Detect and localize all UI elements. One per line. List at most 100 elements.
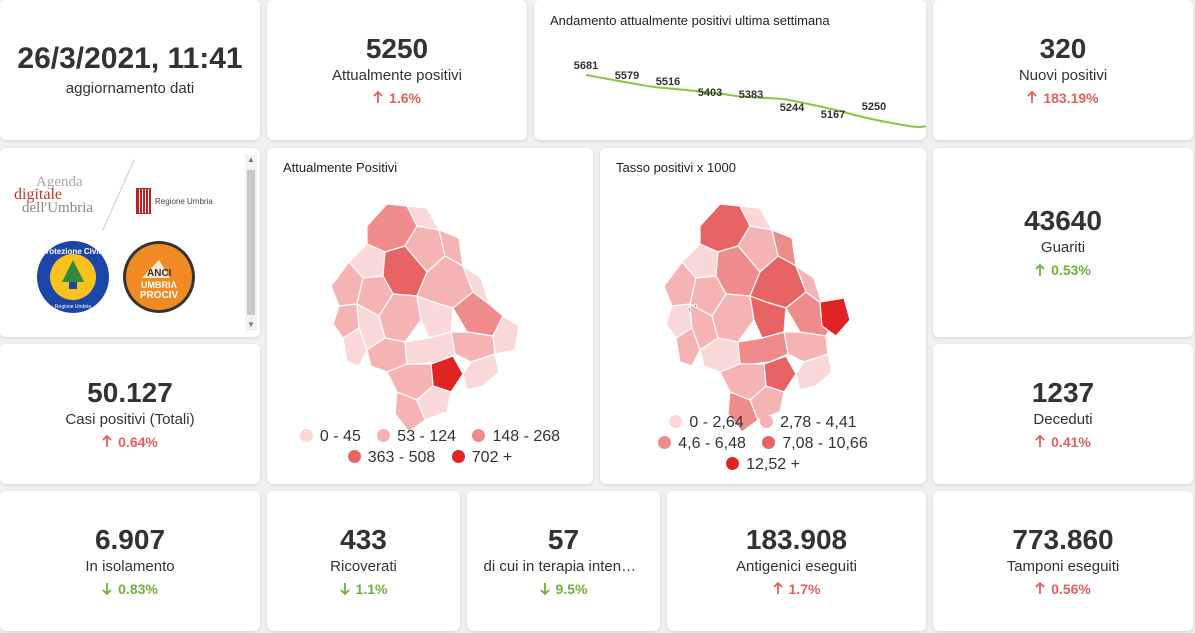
- legend-item[interactable]: 4,6 - 6,48: [658, 433, 746, 454]
- casi-totali-trend: 0.64%: [102, 434, 158, 450]
- antigenici-label: Antigenici eseguiti: [736, 557, 857, 575]
- casi-totali-trend-value: 0.64%: [118, 433, 158, 450]
- scroll-up-icon[interactable]: ▲: [247, 155, 255, 164]
- legend-item[interactable]: 7,08 - 10,66: [762, 433, 868, 454]
- logos-card[interactable]: Agenda digitale dell'Umbria Regione Umbr…: [0, 148, 260, 337]
- trend-point-label: 5579: [615, 70, 639, 82]
- arrow-up-icon: [102, 435, 112, 448]
- nuovi-positivi-value: 320: [1039, 32, 1087, 64]
- ricoverati-label: Ricoverati: [330, 557, 397, 575]
- agenda-logo-line1: Agenda: [36, 174, 83, 190]
- guariti-trend-value: 0.53%: [1051, 262, 1091, 278]
- arrow-down-icon: [102, 582, 112, 595]
- ricoverati-trend-value: 1.1%: [355, 580, 388, 597]
- attualmente-positivi-trend-value: 1.6%: [389, 89, 421, 106]
- prociv-text: PROCIV: [140, 290, 179, 301]
- terapia-intensiva-label: di cui in terapia intensiva: [483, 557, 644, 575]
- casi-totali-value: 50.127: [87, 376, 173, 408]
- trend-point-label: 5250: [862, 101, 886, 113]
- protezione-civile-subtext: Regione Umbria: [55, 304, 91, 310]
- legend-label: 363 - 508: [367, 449, 436, 466]
- nuovi-positivi-label: Nuovi positivi: [1018, 66, 1108, 84]
- agenda-logo-line2: digitale: [14, 186, 62, 203]
- isolamento-card: 6.907 In isolamento 0.83%: [0, 491, 260, 631]
- legend-item[interactable]: 0 - 2,64: [669, 412, 744, 433]
- agenda-digitale-logo[interactable]: Agenda digitale dell'Umbria: [12, 174, 112, 220]
- legend-swatch: [762, 436, 776, 449]
- isolamento-trend-value: 0.83%: [118, 580, 158, 597]
- legend-swatch: [299, 429, 313, 442]
- tamponi-value: 773.860: [1012, 523, 1114, 555]
- legend-label: 53 - 124: [397, 428, 457, 445]
- legend-swatch: [760, 415, 774, 428]
- arrow-up-icon: [772, 582, 783, 595]
- tamponi-card: 773.860 Tamponi eseguiti 0.56%: [933, 491, 1193, 631]
- map-positivi-legend: 0 - 45 53 - 124 148 - 268 363 - 508 702 …: [267, 426, 593, 468]
- arrow-up-icon: [1035, 435, 1045, 448]
- trend-line: [585, 74, 926, 129]
- legend-item[interactable]: 363 - 508: [347, 447, 436, 468]
- anci-text: ANCI: [147, 268, 172, 279]
- scroll-down-icon[interactable]: ▼: [247, 320, 255, 329]
- guariti-trend: 0.53%: [1035, 262, 1091, 278]
- deceduti-trend-value: 0.41%: [1051, 433, 1091, 450]
- anci-prociv-logo[interactable]: ANCI UMBRIA PROCIV: [122, 240, 196, 314]
- legend-swatch: [451, 450, 465, 463]
- update-datetime: 26/3/2021, 11:41: [17, 41, 243, 75]
- trend-point-label: 5244: [780, 102, 805, 114]
- casi-totali-label: Casi positivi (Totali): [65, 410, 195, 428]
- anci-umbria-text: UMBRIA: [141, 280, 177, 290]
- trend-point-label: 5383: [739, 89, 763, 101]
- protezione-civile-logo[interactable]: Protezione Civile Regione Umbria: [36, 240, 110, 314]
- ricoverati-trend: 1.1%: [339, 580, 388, 597]
- guariti-value: 43640: [1024, 205, 1102, 236]
- scrollbar-thumb[interactable]: [247, 170, 255, 315]
- legend-label: 702 +: [471, 449, 513, 466]
- trend-point-label: 5516: [656, 76, 680, 88]
- legend-swatch: [669, 415, 683, 428]
- legend-label: 12,52 +: [746, 456, 800, 473]
- ricoverati-card: 433 Ricoverati 1.1%: [267, 491, 460, 631]
- legend-label: 4,6 - 6,48: [678, 435, 746, 452]
- antigenici-trend-value: 1.7%: [788, 580, 821, 597]
- attualmente-positivi-value: 5250: [365, 32, 429, 64]
- umbria-tasso-map[interactable]: [600, 186, 926, 446]
- regione-umbria-logo[interactable]: Regione Umbria: [136, 188, 213, 214]
- tamponi-label: Tamponi eseguiti: [1006, 557, 1120, 575]
- terapia-intensiva-trend: 9.5%: [539, 580, 588, 597]
- legend-label: 0 - 2,64: [689, 414, 744, 431]
- isolamento-trend: 0.83%: [102, 581, 158, 597]
- antigenici-value: 183.908: [745, 523, 848, 555]
- deceduti-label: Deceduti: [1033, 410, 1093, 428]
- nuovi-positivi-trend: 183.19%: [1027, 90, 1099, 106]
- trend-chart-card: Andamento attualmente positivi ultima se…: [534, 0, 926, 140]
- update-datetime-label: aggiornamento dati: [65, 79, 195, 97]
- map-tasso-title: Tasso positivi x 1000: [616, 160, 736, 175]
- protezione-civile-text: Protezione Civile: [41, 247, 106, 256]
- legend-item[interactable]: 702 +: [451, 447, 513, 468]
- legend-item[interactable]: 2,78 - 4,41: [760, 412, 857, 433]
- terapia-intensiva-trend-value: 9.5%: [555, 580, 588, 597]
- map-tasso-legend: 0 - 2,64 2,78 - 4,41 4,6 - 6,48 7,08 - 1…: [600, 412, 926, 475]
- regione-crest-icon: [136, 188, 151, 214]
- terapia-intensiva-card: 57 di cui in terapia intensiva 9.5%: [467, 491, 660, 631]
- umbria-positivi-map[interactable]: [267, 186, 593, 456]
- regione-umbria-text: Regione Umbria: [155, 196, 213, 206]
- legend-item[interactable]: 53 - 124: [377, 426, 456, 447]
- guariti-card: 43640 Guariti 0.53%: [933, 148, 1193, 337]
- ricoverati-value: 433: [340, 523, 387, 555]
- arrow-up-icon: [1027, 91, 1037, 104]
- legend-item[interactable]: 148 - 268: [472, 426, 560, 447]
- legend-label: 0 - 45: [319, 428, 361, 445]
- arrow-up-icon: [1035, 582, 1045, 595]
- legend-swatch: [658, 436, 672, 449]
- legend-item[interactable]: 0 - 45: [299, 426, 361, 447]
- legend-swatch: [377, 429, 391, 442]
- isolamento-value: 6.907: [94, 523, 166, 555]
- legend-item[interactable]: 12,52 +: [726, 454, 800, 475]
- arrow-up-icon: [373, 91, 383, 104]
- logos-scrollbar[interactable]: ▲ ▼: [245, 154, 257, 331]
- arrow-up-icon: [1035, 263, 1045, 277]
- trend-line-chart: 5681 5579 5516 5403 5383 5244 5167 5250: [574, 60, 926, 129]
- arrow-down-icon: [539, 582, 550, 595]
